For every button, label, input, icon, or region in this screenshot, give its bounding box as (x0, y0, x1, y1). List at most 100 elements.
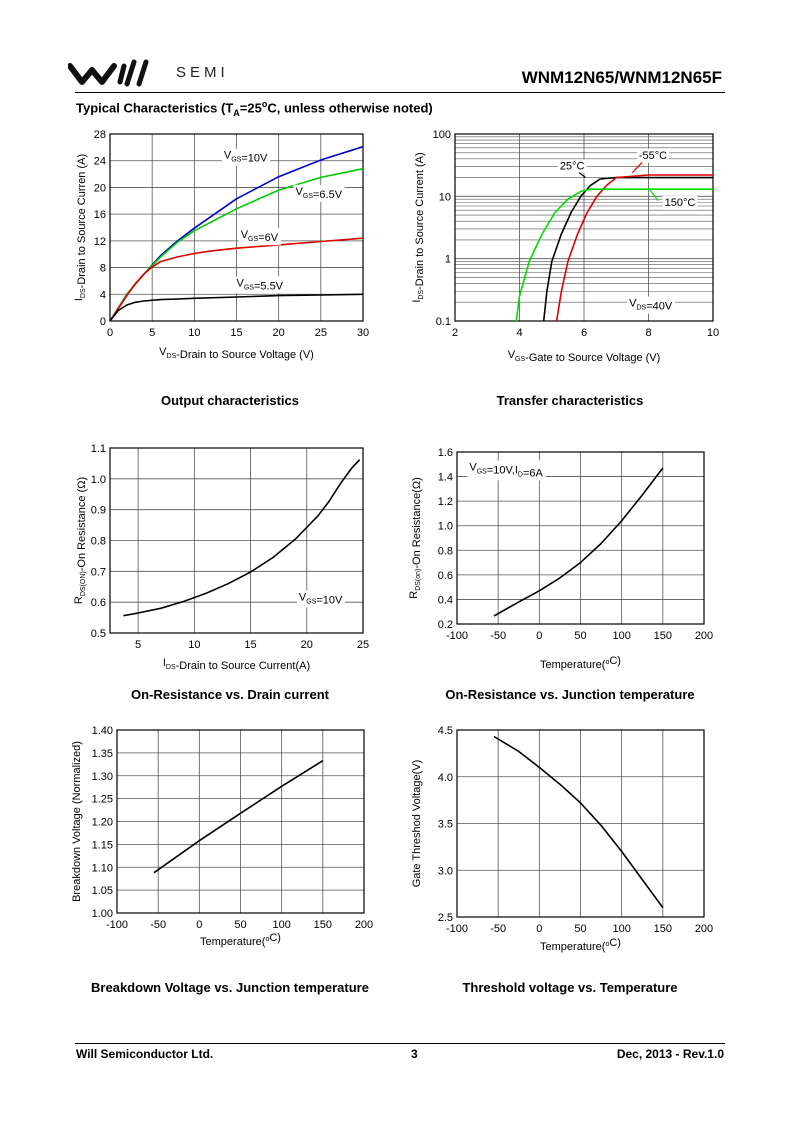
x-tick-label: 0 (107, 327, 113, 339)
caption-breakdown-voltage-vs-junction-temperature: Breakdown Voltage vs. Junction temperatu… (91, 980, 369, 995)
series-line (542, 176, 713, 322)
label-subscript: DS (80, 288, 87, 298)
series-line (555, 174, 713, 322)
label-subscript: D (518, 471, 523, 478)
label-part: C) (269, 932, 281, 944)
label-subscript: GS (515, 356, 525, 363)
label-part: R (408, 591, 420, 599)
annotation-background (221, 148, 270, 166)
label-subscript: DS (636, 305, 646, 312)
x-tick-label: 25 (315, 327, 327, 339)
y-tick-label: 12 (94, 236, 106, 248)
series-annotation: VGS=10V (299, 592, 343, 607)
y-axis-label: Gate Threshod Voltage(V) (411, 760, 423, 888)
y-tick-label: 1.10 (92, 862, 113, 874)
x-tick-label: -50 (490, 923, 506, 935)
series-annotation: VDS=40V (629, 298, 673, 313)
y-tick-label: 1.05 (92, 885, 113, 897)
label-part: C) (609, 655, 621, 667)
plot-frame (456, 729, 705, 918)
degree-mark: o (605, 941, 609, 948)
label-part: Temperature( (540, 941, 606, 953)
label-part: Temperature( (540, 659, 606, 671)
x-tick-label: 2 (452, 327, 458, 339)
y-tick-label: 16 (94, 209, 106, 221)
label-part: V (508, 349, 516, 361)
y-tick-label: 2.5 (438, 912, 453, 924)
x-tick-label: 200 (355, 919, 373, 931)
label-part: -On Resistance (Ω) (76, 477, 88, 571)
annotation-background (636, 148, 670, 163)
label-part: =10V (316, 595, 343, 607)
y-tick-label: 1.4 (438, 472, 453, 484)
y-tick-label: 0.5 (91, 628, 106, 640)
x-tick-label: 4 (516, 327, 522, 339)
label-part: V (299, 592, 307, 604)
series-annotation: VGS=5.5V (237, 277, 284, 292)
x-tick-label: 15 (230, 327, 242, 339)
x-tick-label: 25 (357, 639, 369, 651)
x-tick-label: 100 (612, 923, 630, 935)
y-axis-label: IDS-Drain to Source Curren (A) (73, 154, 88, 301)
y-tick-label: 0.7 (91, 566, 106, 578)
x-tick-label: -50 (490, 630, 506, 642)
annotation-leader-line (649, 189, 659, 202)
x-tick-label: 10 (188, 639, 200, 651)
label-subscript: GS (244, 284, 254, 291)
label-part: =6.5V (313, 189, 343, 201)
y-tick-label: 1.00 (92, 908, 113, 920)
y-tick-label: 0.2 (438, 619, 453, 631)
label-part: 150°C (665, 197, 696, 209)
series-annotation: -55°C (639, 150, 667, 162)
label-part: V (237, 277, 245, 289)
annotation-background (662, 195, 698, 210)
annotation-leader-line (631, 162, 643, 174)
annotation-background (296, 590, 346, 608)
x-tick-label: 20 (301, 639, 313, 651)
label-part: R (73, 596, 85, 604)
y-tick-label: 1 (445, 254, 451, 266)
x-tick-label: 30 (357, 327, 369, 339)
caption-transfer-characteristics: Transfer characteristics (496, 393, 644, 408)
x-axis-label: Temperature(oC) (540, 937, 621, 953)
label-part: Breakdown Voltage (Normalized) (71, 741, 83, 902)
plot-frame (456, 451, 705, 625)
label-subscript: DS (166, 664, 176, 671)
label-part: I (163, 657, 166, 669)
x-axis-label: IDS-Drain to Source Current(A) (163, 657, 310, 672)
y-tick-label: 1.2 (438, 496, 453, 508)
y-tick-label: 1.25 (92, 794, 113, 806)
x-tick-label: 20 (273, 327, 285, 339)
y-tick-label: 1.0 (438, 521, 453, 533)
x-tick-label: 10 (188, 327, 200, 339)
y-tick-label: 20 (94, 182, 106, 194)
x-tick-label: 0 (536, 630, 542, 642)
plot-frame (454, 133, 714, 322)
label-part: -On Resistance(Ω) (411, 477, 423, 568)
header-rule (75, 92, 725, 93)
footer-page-number: 3 (411, 1047, 418, 1061)
section-title-sub: A (233, 107, 240, 118)
y-tick-label: 1.40 (92, 725, 113, 737)
section-title-prefix: Typical Characteristics (T (76, 100, 234, 116)
x-axis-label: Temperature(oC) (540, 655, 621, 671)
label-subscript: GS (306, 599, 316, 606)
annotation-background (557, 159, 587, 174)
label-subscript: GS (303, 193, 313, 200)
series-line (123, 459, 361, 617)
x-tick-label: 50 (574, 923, 586, 935)
plot-frame (109, 447, 364, 634)
series-annotation: VGS=6.5V (296, 186, 343, 201)
label-part: =6A (523, 467, 544, 479)
footer-revision: Dec, 2013 - Rev.1.0 (616, 1047, 724, 1061)
label-part: -Drain to Source Current(A) (176, 660, 311, 672)
annotation-background (293, 184, 345, 202)
y-tick-label: 100 (433, 129, 451, 141)
annotation-background (238, 228, 281, 246)
will-logo-mark (67, 59, 149, 87)
label-part: V (159, 346, 167, 358)
section-title: Typical Characteristics (TA=25oC, unless… (76, 99, 433, 118)
y-tick-label: 4.0 (438, 772, 453, 784)
